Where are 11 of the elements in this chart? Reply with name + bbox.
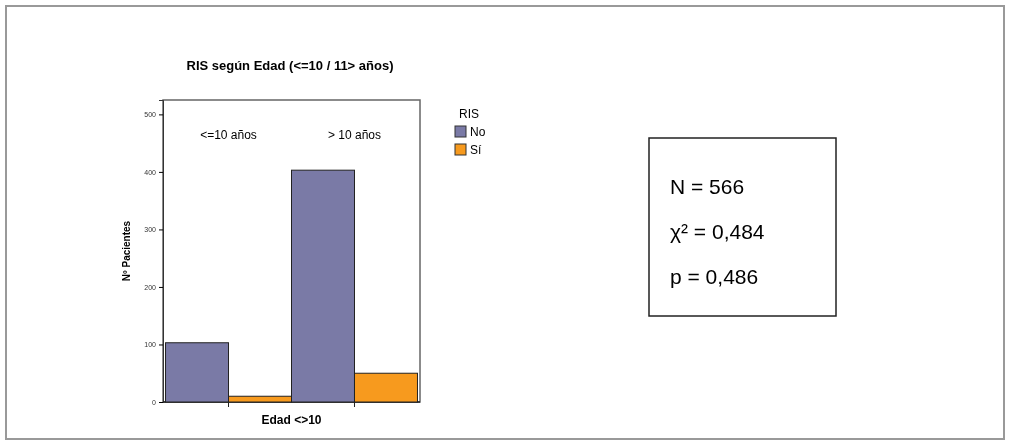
legend-title: RIS [458,107,480,121]
x-axis-title: Edad <>10 [261,413,322,427]
x-tick-label: <=10 años [200,128,257,142]
chart-title: RIS según Edad (<=10 / 11> años) [186,58,394,73]
y-axis-title: Nº Pacientes [121,220,132,282]
text: p = 0,486 [670,265,759,288]
legend-label: No [470,125,486,139]
x-tick-label: > 10 años [327,128,382,142]
text: χ² = 0,484 [670,220,765,243]
legend-label: Sí [470,143,482,157]
text: N = 566 [670,175,745,198]
